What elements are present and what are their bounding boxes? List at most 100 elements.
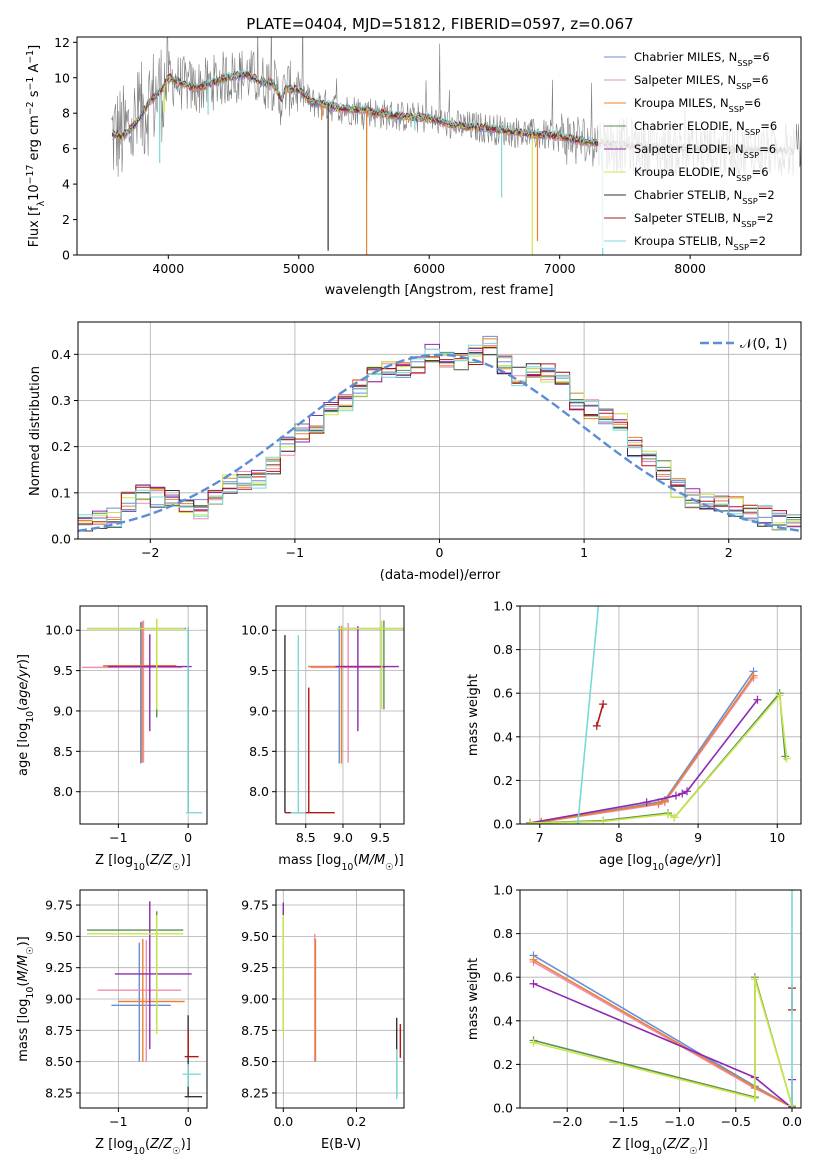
weight-vs-age-series-line-4	[530, 699, 759, 824]
residuals-ytick-label-4: 0.4	[51, 347, 71, 362]
mass-vs-Z-xlabel-part: 10	[133, 1146, 145, 1157]
weight-vs-age-ylabel-part: mass weight	[466, 674, 481, 756]
residuals-ytick-label-1: 0.1	[51, 485, 71, 500]
spectrum-ytick-label-4: 8	[62, 106, 70, 121]
age-vs-Z-xlabel-part: (	[145, 853, 150, 868]
spectrum-xtick-label-0: 4000	[152, 261, 184, 276]
mass-vs-EBV-xlabel-part: E(B-V)	[321, 1137, 361, 1152]
weight-vs-age-xtick-label-3: 10	[769, 830, 785, 845]
spectrum-legend-label-2: Kroupa MILES, NSSP=6	[634, 96, 761, 114]
weight-vs-age-point-marker-6-1	[599, 700, 608, 709]
weight-vs-age-xlabel-part: 10	[652, 862, 664, 873]
age-vs-Z-ytick-label-3: 9.5	[53, 663, 73, 678]
weight-vs-Z-xtick-label-2: −1.0	[664, 1114, 694, 1129]
age-vs-mass-xtick-label-2: 9.5	[370, 830, 390, 845]
age-vs-mass-ytick-label-0: 8.0	[249, 784, 269, 799]
residuals-legend: 𝒩(0, 1)	[700, 337, 787, 352]
weight-vs-age-ytick-label-0: 0.0	[493, 817, 513, 832]
mass-vs-Z-ytick-label-2: 8.75	[45, 1023, 73, 1038]
weight-vs-age-point-marker-5-0	[526, 819, 535, 824]
weight-vs-Z-plot-area	[529, 890, 797, 1108]
spectrum-xlabel-part: wavelength [Angstrom, rest frame]	[325, 283, 554, 298]
weight-vs-age-point-marker-4-2	[671, 791, 680, 800]
mass-vs-Z-ylabel: mass [log10(M/M☉)]	[16, 936, 36, 1062]
weight-vs-age-point-marker-5-3	[670, 813, 679, 822]
weight-vs-age-point-marker-5-2	[664, 810, 673, 819]
age-vs-Z-xlabel: Z [log10(Z/Z☉)]	[95, 853, 191, 873]
spectrum-ylabel-part: 10	[27, 184, 42, 201]
spectrum-ytick-label-2: 4	[62, 177, 70, 192]
spectrum-legend-label-7-part: =2	[757, 211, 774, 225]
age-vs-mass-ytick-label-4: 10.0	[241, 623, 269, 638]
weight-vs-age-frame	[519, 605, 802, 825]
weight-vs-Z-ytick-label-0: 0.0	[493, 1101, 513, 1116]
spectrum-legend-label-6-part: SSP	[742, 196, 757, 206]
weight-vs-Z-series-line-5	[533, 979, 793, 1106]
weight-vs-age-point-marker-3-5	[781, 752, 790, 761]
mass-vs-EBV-xtick-label-0: 0.0	[273, 1114, 293, 1129]
weight-vs-age-series-line-7	[577, 606, 600, 824]
weight-vs-Z-ytick-label-4: 0.8	[493, 926, 513, 941]
residuals-ytick-label-0: 0.0	[51, 532, 71, 547]
age-vs-mass-xtick-label-1: 9.0	[333, 830, 353, 845]
age-vs-Z-ylabel: age [log10(age/yr)]	[16, 654, 36, 776]
mass-vs-Z-xlabel-part: Z/Z	[149, 1137, 173, 1152]
weight-vs-age-point-marker-5-4	[775, 691, 784, 700]
spectrum-legend-label-5-part: SSP	[736, 173, 751, 183]
weight-vs-age-ylabel: mass weight	[466, 674, 481, 756]
mass-vs-EBV-xlabel: E(B-V)	[321, 1137, 361, 1152]
age-vs-mass-plot-area	[284, 620, 404, 814]
spectrum-legend-label-8-part: Kroupa STELIB, N	[634, 234, 734, 248]
weight-vs-age-plot-area	[526, 606, 791, 824]
spectrum-legend-label-0-part: =6	[753, 50, 770, 64]
weight-vs-age-point-marker-4-3	[678, 789, 687, 798]
age-vs-Z-xlabel-part: Z [log	[95, 853, 133, 868]
weight-vs-Z-xlabel-part: )]	[698, 1137, 708, 1152]
age-vs-Z-panel: −1 08.08.59.09.510.0Z [log10(Z/Z☉)]age [l…	[16, 605, 208, 873]
mass-vs-Z-ylabel-part: mass [log	[16, 999, 31, 1062]
weight-vs-Z-xtick-label-0: −2.0	[552, 1114, 582, 1129]
mass-vs-EBV-ytick-label-4: 9.25	[241, 960, 269, 975]
spectrum-legend-label-1: Salpeter MILES, NSSP=6	[634, 73, 769, 91]
age-vs-mass-xlabel-part: ☉	[385, 862, 393, 873]
age-vs-Z-xtick-label-1: 0	[184, 830, 192, 845]
weight-vs-age-point-marker-6-0	[592, 721, 601, 730]
spectrum-legend-label-4-part: =6	[759, 142, 776, 156]
mass-vs-Z-ytick-label-3: 9.00	[45, 992, 73, 1007]
age-vs-mass-frame	[275, 605, 405, 825]
weight-vs-age-xlabel-part: )]	[711, 853, 721, 868]
mass-vs-Z-panel: −1 08.258.508.759.009.259.509.75Z [log10(…	[16, 889, 208, 1157]
mass-vs-Z-ylabel-part: ☉	[25, 946, 36, 954]
weight-vs-age-point-marker-7-1	[594, 606, 603, 610]
age-vs-mass-xlabel-part: )]	[394, 853, 404, 868]
age-vs-Z-ylabel-part: 10	[25, 711, 36, 723]
mass-vs-Z-ylabel-part: 10	[25, 987, 36, 999]
age-vs-Z-ylabel-part: age/yr	[16, 662, 31, 705]
residuals-plot-area	[78, 335, 801, 539]
spectrum-legend-label-3: Chabrier ELODIE, NSSP=6	[634, 119, 777, 137]
residuals-panel: −2 −1 0 1 2 0.0 0.1 0.2 0.3 0.4 𝒩(0, 1) (data-model…	[28, 321, 802, 583]
residuals-ytick-label-2: 0.2	[51, 439, 71, 454]
mass-vs-Z-xlabel-part: (	[145, 1137, 150, 1152]
age-vs-mass-xtick-label-0: 8.5	[296, 830, 316, 845]
mass-vs-EBV-plot-area	[282, 902, 402, 1100]
mass-vs-Z-ytick-label-0: 8.25	[45, 1085, 73, 1100]
weight-vs-age-point-marker-4-1	[642, 798, 651, 807]
weight-vs-age-point-marker-2-4	[749, 671, 758, 680]
mass-vs-Z-xtick-label-0: −1	[109, 1114, 127, 1129]
mass-vs-Z-ytick-label-6: 9.75	[45, 898, 73, 913]
residuals-xlabel: (data-model)/error	[380, 568, 501, 583]
mass-vs-EBV-ytick-label-5: 9.50	[241, 929, 269, 944]
age-vs-Z-xlabel-part: 10	[133, 862, 145, 873]
weight-vs-Z-point-marker-4-0	[529, 979, 538, 988]
mass-vs-EBV-panel: 0.0 0.2 8.25 8.50 8.75 9.00 9.25 9.50 9.75 E(B-V)	[241, 889, 405, 1152]
mass-vs-Z-xlabel-part: ☉	[172, 1146, 180, 1157]
weight-vs-Z-xlabel-part: 10	[650, 1146, 662, 1157]
residuals-xtick-label-2: 0	[436, 545, 444, 560]
spectrum-ytick-label-6: 12	[54, 35, 70, 50]
mass-vs-EBV-ytick-label-2: 8.75	[241, 1023, 269, 1038]
residuals-xtick-label-1: −1	[286, 545, 304, 560]
age-vs-Z-ylabel-part: )]	[16, 654, 31, 664]
spectrum-legend-label-4-part: Salpeter ELODIE, N	[634, 142, 744, 156]
weight-vs-age-ytick-label-1: 0.2	[493, 773, 513, 788]
